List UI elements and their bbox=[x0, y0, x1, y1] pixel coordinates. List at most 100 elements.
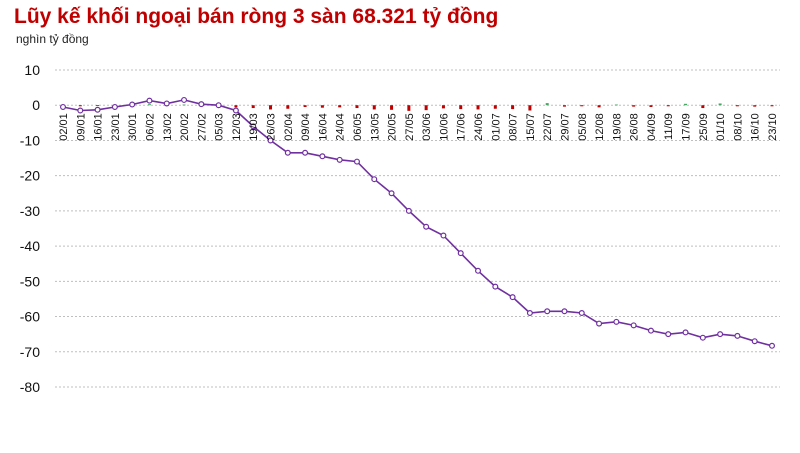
x-tick-label: 24/06 bbox=[473, 113, 485, 141]
daily-bar bbox=[701, 105, 705, 109]
x-tick-label: 27/02 bbox=[196, 113, 208, 141]
y-tick-label: -60 bbox=[20, 309, 40, 325]
x-tick-label: 15/07 bbox=[525, 113, 537, 141]
y-tick-label: -80 bbox=[20, 379, 40, 395]
daily-bar bbox=[182, 104, 186, 106]
daily-bar bbox=[234, 105, 238, 108]
data-point bbox=[526, 310, 533, 317]
daily-bar bbox=[597, 105, 601, 108]
data-point bbox=[388, 190, 395, 197]
y-tick-label: -20 bbox=[20, 168, 40, 184]
data-point bbox=[129, 101, 136, 108]
data-point bbox=[284, 149, 291, 156]
daily-bar bbox=[96, 105, 100, 107]
y-tick-label: -30 bbox=[20, 203, 40, 219]
daily-bar bbox=[649, 105, 653, 107]
data-point bbox=[440, 232, 447, 239]
x-tick-label: 22/07 bbox=[542, 113, 554, 141]
data-point bbox=[163, 100, 170, 107]
x-tick-label: 12/08 bbox=[594, 113, 606, 141]
x-tick-label: 29/07 bbox=[559, 113, 571, 141]
x-tick-label: 02/04 bbox=[283, 113, 295, 141]
data-point bbox=[215, 102, 222, 109]
x-tick-label: 17/06 bbox=[456, 113, 468, 141]
daily-bar bbox=[355, 105, 359, 109]
data-point bbox=[751, 338, 758, 345]
daily-bar bbox=[632, 105, 636, 107]
x-tick-label: 04/09 bbox=[646, 113, 658, 141]
daily-bar bbox=[78, 105, 82, 107]
x-tick-label: 23/10 bbox=[767, 113, 779, 141]
x-tick-label: 06/05 bbox=[352, 113, 364, 141]
y-tick-label: -50 bbox=[20, 273, 40, 289]
data-point bbox=[630, 322, 637, 329]
data-point bbox=[492, 283, 499, 290]
data-point bbox=[717, 331, 724, 338]
x-tick-label: 05/03 bbox=[214, 113, 226, 141]
data-point bbox=[198, 101, 205, 108]
data-point bbox=[371, 176, 378, 183]
x-tick-label: 19/03 bbox=[248, 113, 260, 141]
y-tick-label: 10 bbox=[24, 62, 40, 78]
daily-bar bbox=[390, 105, 394, 110]
daily-bar bbox=[580, 105, 584, 107]
daily-bar bbox=[476, 105, 480, 110]
daily-bar bbox=[562, 105, 566, 107]
daily-bar bbox=[666, 105, 670, 107]
data-point bbox=[768, 342, 775, 349]
daily-bar bbox=[441, 105, 445, 109]
daily-bar bbox=[770, 105, 774, 107]
data-point bbox=[59, 103, 66, 110]
chart-title: Lũy kế khối ngoại bán ròng 3 sàn 68.321 … bbox=[14, 5, 499, 28]
x-tick-label: 05/08 bbox=[577, 113, 589, 141]
data-point bbox=[457, 250, 464, 257]
data-point bbox=[699, 334, 706, 341]
daily-bar bbox=[528, 105, 532, 111]
data-point bbox=[665, 331, 672, 338]
daily-bar bbox=[684, 103, 688, 106]
x-tick-label: 08/07 bbox=[508, 113, 520, 141]
daily-bar bbox=[407, 105, 411, 111]
x-tick-label: 11/09 bbox=[663, 113, 675, 140]
daily-bar bbox=[303, 105, 307, 107]
x-tick-label: 16/04 bbox=[317, 113, 329, 141]
data-point bbox=[232, 107, 239, 114]
x-tick-label: 02/01 bbox=[58, 113, 70, 141]
daily-bar bbox=[147, 104, 151, 106]
daily-bar bbox=[511, 105, 515, 110]
daily-bar bbox=[614, 104, 618, 106]
daily-bar bbox=[269, 105, 273, 110]
data-point bbox=[302, 149, 309, 156]
data-point bbox=[319, 153, 326, 160]
y-tick-label: -70 bbox=[20, 344, 40, 360]
y-tick-label: -10 bbox=[20, 132, 40, 148]
data-point bbox=[111, 103, 118, 110]
x-tick-label: 20/02 bbox=[179, 113, 191, 141]
data-point bbox=[94, 106, 101, 113]
daily-bar bbox=[286, 105, 290, 109]
x-tick-label: 13/02 bbox=[162, 113, 174, 141]
data-point bbox=[561, 308, 568, 315]
x-tick-label: 01/07 bbox=[490, 113, 502, 141]
x-tick-label: 16/01 bbox=[93, 113, 105, 141]
x-tick-label: 13/05 bbox=[369, 113, 381, 141]
daily-bar bbox=[545, 103, 549, 106]
data-point bbox=[77, 107, 84, 114]
x-tick-label: 08/10 bbox=[732, 113, 744, 141]
x-tick-label: 01/10 bbox=[715, 113, 727, 141]
x-tick-label: 26/08 bbox=[629, 113, 641, 141]
x-tick-label: 03/06 bbox=[421, 113, 433, 141]
data-point bbox=[405, 207, 412, 214]
daily-bar bbox=[424, 105, 428, 111]
daily-bar bbox=[718, 103, 722, 106]
data-point bbox=[578, 310, 585, 317]
data-point bbox=[146, 97, 153, 104]
daily-bar bbox=[493, 105, 497, 109]
daily-bar bbox=[735, 105, 739, 107]
daily-bar bbox=[459, 105, 463, 110]
data-point bbox=[647, 327, 654, 334]
y-tick-label: 0 bbox=[32, 97, 40, 113]
data-point bbox=[509, 294, 516, 301]
x-tick-label: 09/04 bbox=[300, 113, 312, 141]
